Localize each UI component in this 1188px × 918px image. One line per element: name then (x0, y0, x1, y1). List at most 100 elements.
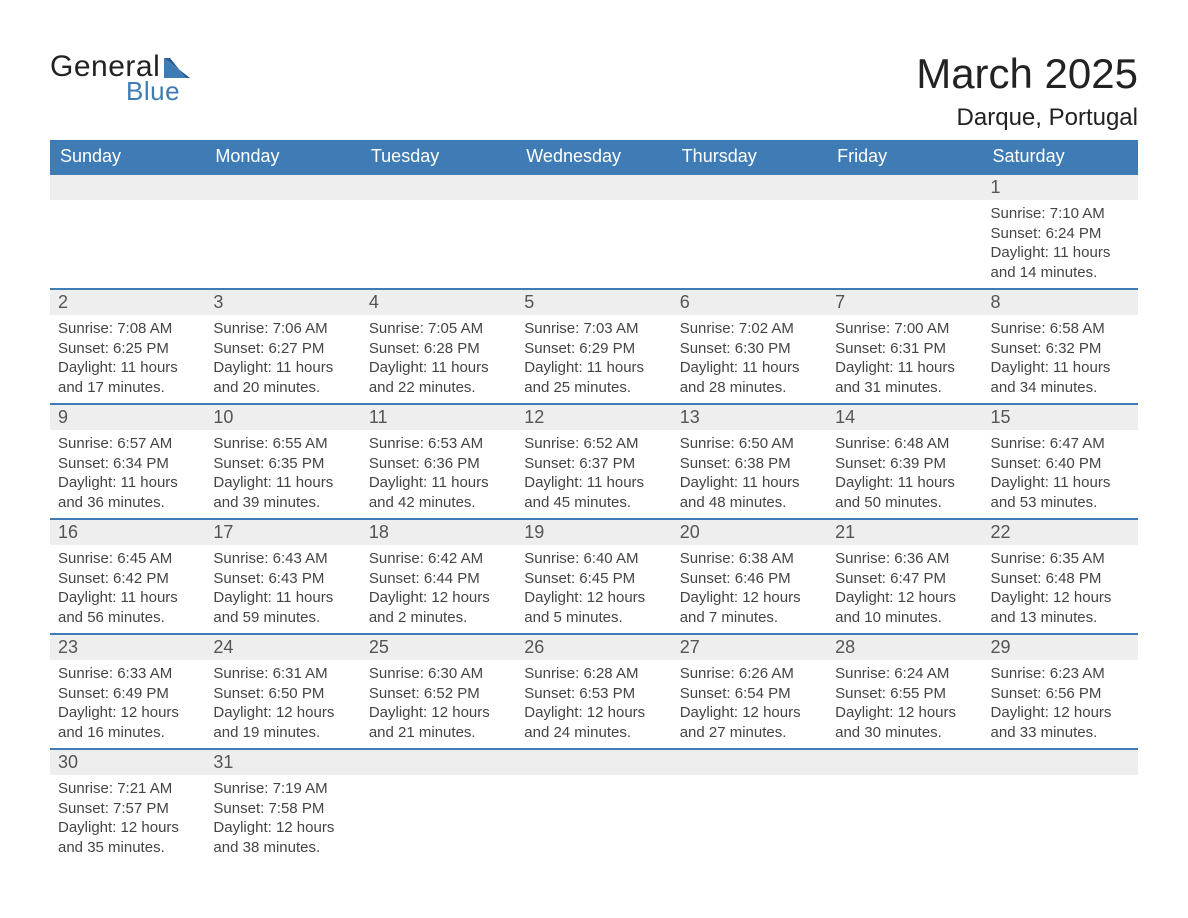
weekday-header: Saturday (983, 140, 1138, 174)
day-line-day1: Daylight: 12 hours (524, 588, 663, 608)
day-line-day1: Daylight: 11 hours (213, 588, 352, 608)
day-line-sunset: Sunset: 6:28 PM (369, 339, 508, 359)
day-line-day2: and 53 minutes. (991, 493, 1130, 513)
day-number-empty (361, 750, 516, 775)
day-body: Sunrise: 6:50 AMSunset: 6:38 PMDaylight:… (672, 430, 827, 518)
week-row: 9Sunrise: 6:57 AMSunset: 6:34 PMDaylight… (50, 404, 1138, 519)
day-number: 20 (672, 520, 827, 545)
weekday-header: Sunday (50, 140, 205, 174)
day-number: 14 (827, 405, 982, 430)
day-body-empty (361, 775, 516, 785)
day-line-sunrise: Sunrise: 7:21 AM (58, 779, 197, 799)
day-line-day1: Daylight: 12 hours (58, 818, 197, 838)
day-number: 13 (672, 405, 827, 430)
day-line-day2: and 19 minutes. (213, 723, 352, 743)
day-number: 19 (516, 520, 671, 545)
day-line-sunset: Sunset: 6:43 PM (213, 569, 352, 589)
day-cell: 21Sunrise: 6:36 AMSunset: 6:47 PMDayligh… (827, 519, 982, 634)
weekday-header: Friday (827, 140, 982, 174)
day-line-day2: and 14 minutes. (991, 263, 1130, 283)
week-row: 2Sunrise: 7:08 AMSunset: 6:25 PMDaylight… (50, 289, 1138, 404)
day-body: Sunrise: 6:24 AMSunset: 6:55 PMDaylight:… (827, 660, 982, 748)
day-body: Sunrise: 6:52 AMSunset: 6:37 PMDaylight:… (516, 430, 671, 518)
day-line-day1: Daylight: 11 hours (991, 243, 1130, 263)
day-line-sunset: Sunset: 6:35 PM (213, 454, 352, 474)
day-number: 10 (205, 405, 360, 430)
day-body: Sunrise: 6:28 AMSunset: 6:53 PMDaylight:… (516, 660, 671, 748)
day-cell: 28Sunrise: 6:24 AMSunset: 6:55 PMDayligh… (827, 634, 982, 749)
day-line-sunrise: Sunrise: 6:40 AM (524, 549, 663, 569)
day-line-sunrise: Sunrise: 6:28 AM (524, 664, 663, 684)
day-line-day2: and 13 minutes. (991, 608, 1130, 628)
day-number: 21 (827, 520, 982, 545)
week-row: 23Sunrise: 6:33 AMSunset: 6:49 PMDayligh… (50, 634, 1138, 749)
day-line-sunrise: Sunrise: 6:50 AM (680, 434, 819, 454)
day-cell (672, 749, 827, 863)
day-line-day2: and 30 minutes. (835, 723, 974, 743)
day-line-day2: and 56 minutes. (58, 608, 197, 628)
day-body-empty (983, 775, 1138, 785)
day-line-sunset: Sunset: 6:25 PM (58, 339, 197, 359)
day-line-sunrise: Sunrise: 7:00 AM (835, 319, 974, 339)
day-line-sunrise: Sunrise: 6:55 AM (213, 434, 352, 454)
day-number-empty (516, 175, 671, 200)
day-line-day1: Daylight: 11 hours (835, 473, 974, 493)
day-number: 6 (672, 290, 827, 315)
day-line-day1: Daylight: 12 hours (835, 588, 974, 608)
logo-text-blue: Blue (126, 76, 180, 107)
day-line-day1: Daylight: 12 hours (369, 703, 508, 723)
day-line-sunset: Sunset: 6:27 PM (213, 339, 352, 359)
day-line-sunrise: Sunrise: 7:10 AM (991, 204, 1130, 224)
day-line-sunrise: Sunrise: 6:53 AM (369, 434, 508, 454)
day-line-day1: Daylight: 12 hours (991, 588, 1130, 608)
day-line-day2: and 17 minutes. (58, 378, 197, 398)
day-cell: 12Sunrise: 6:52 AMSunset: 6:37 PMDayligh… (516, 404, 671, 519)
day-line-sunset: Sunset: 6:32 PM (991, 339, 1130, 359)
day-cell: 17Sunrise: 6:43 AMSunset: 6:43 PMDayligh… (205, 519, 360, 634)
day-body: Sunrise: 6:40 AMSunset: 6:45 PMDaylight:… (516, 545, 671, 633)
day-cell: 2Sunrise: 7:08 AMSunset: 6:25 PMDaylight… (50, 289, 205, 404)
day-line-sunrise: Sunrise: 6:45 AM (58, 549, 197, 569)
day-line-day2: and 36 minutes. (58, 493, 197, 513)
day-number: 11 (361, 405, 516, 430)
day-line-sunrise: Sunrise: 6:23 AM (991, 664, 1130, 684)
day-body-empty (672, 775, 827, 785)
day-cell: 20Sunrise: 6:38 AMSunset: 6:46 PMDayligh… (672, 519, 827, 634)
day-line-sunset: Sunset: 6:34 PM (58, 454, 197, 474)
day-line-sunset: Sunset: 6:53 PM (524, 684, 663, 704)
day-line-day2: and 25 minutes. (524, 378, 663, 398)
day-line-day2: and 59 minutes. (213, 608, 352, 628)
day-line-sunset: Sunset: 6:40 PM (991, 454, 1130, 474)
day-number: 7 (827, 290, 982, 315)
day-number: 24 (205, 635, 360, 660)
day-body-empty (827, 775, 982, 785)
month-title: March 2025 (916, 50, 1138, 98)
day-body: Sunrise: 6:55 AMSunset: 6:35 PMDaylight:… (205, 430, 360, 518)
day-body-empty (516, 200, 671, 286)
day-cell: 23Sunrise: 6:33 AMSunset: 6:49 PMDayligh… (50, 634, 205, 749)
day-body: Sunrise: 6:33 AMSunset: 6:49 PMDaylight:… (50, 660, 205, 748)
day-line-day1: Daylight: 12 hours (58, 703, 197, 723)
day-line-sunrise: Sunrise: 7:19 AM (213, 779, 352, 799)
day-body: Sunrise: 6:43 AMSunset: 6:43 PMDaylight:… (205, 545, 360, 633)
day-number: 9 (50, 405, 205, 430)
logo: General Blue (50, 50, 190, 107)
week-row: 16Sunrise: 6:45 AMSunset: 6:42 PMDayligh… (50, 519, 1138, 634)
day-line-day2: and 10 minutes. (835, 608, 974, 628)
day-number: 27 (672, 635, 827, 660)
day-number: 18 (361, 520, 516, 545)
day-line-sunset: Sunset: 6:37 PM (524, 454, 663, 474)
day-body: Sunrise: 7:02 AMSunset: 6:30 PMDaylight:… (672, 315, 827, 403)
day-number: 8 (983, 290, 1138, 315)
weekday-header-row: Sunday Monday Tuesday Wednesday Thursday… (50, 140, 1138, 174)
day-line-sunset: Sunset: 6:39 PM (835, 454, 974, 474)
day-line-sunset: Sunset: 6:46 PM (680, 569, 819, 589)
day-cell: 30Sunrise: 7:21 AMSunset: 7:57 PMDayligh… (50, 749, 205, 863)
day-number-empty (827, 750, 982, 775)
day-cell: 7Sunrise: 7:00 AMSunset: 6:31 PMDaylight… (827, 289, 982, 404)
day-line-day2: and 38 minutes. (213, 838, 352, 858)
day-line-sunset: Sunset: 7:58 PM (213, 799, 352, 819)
day-line-sunset: Sunset: 6:38 PM (680, 454, 819, 474)
weekday-header: Wednesday (516, 140, 671, 174)
day-cell: 9Sunrise: 6:57 AMSunset: 6:34 PMDaylight… (50, 404, 205, 519)
